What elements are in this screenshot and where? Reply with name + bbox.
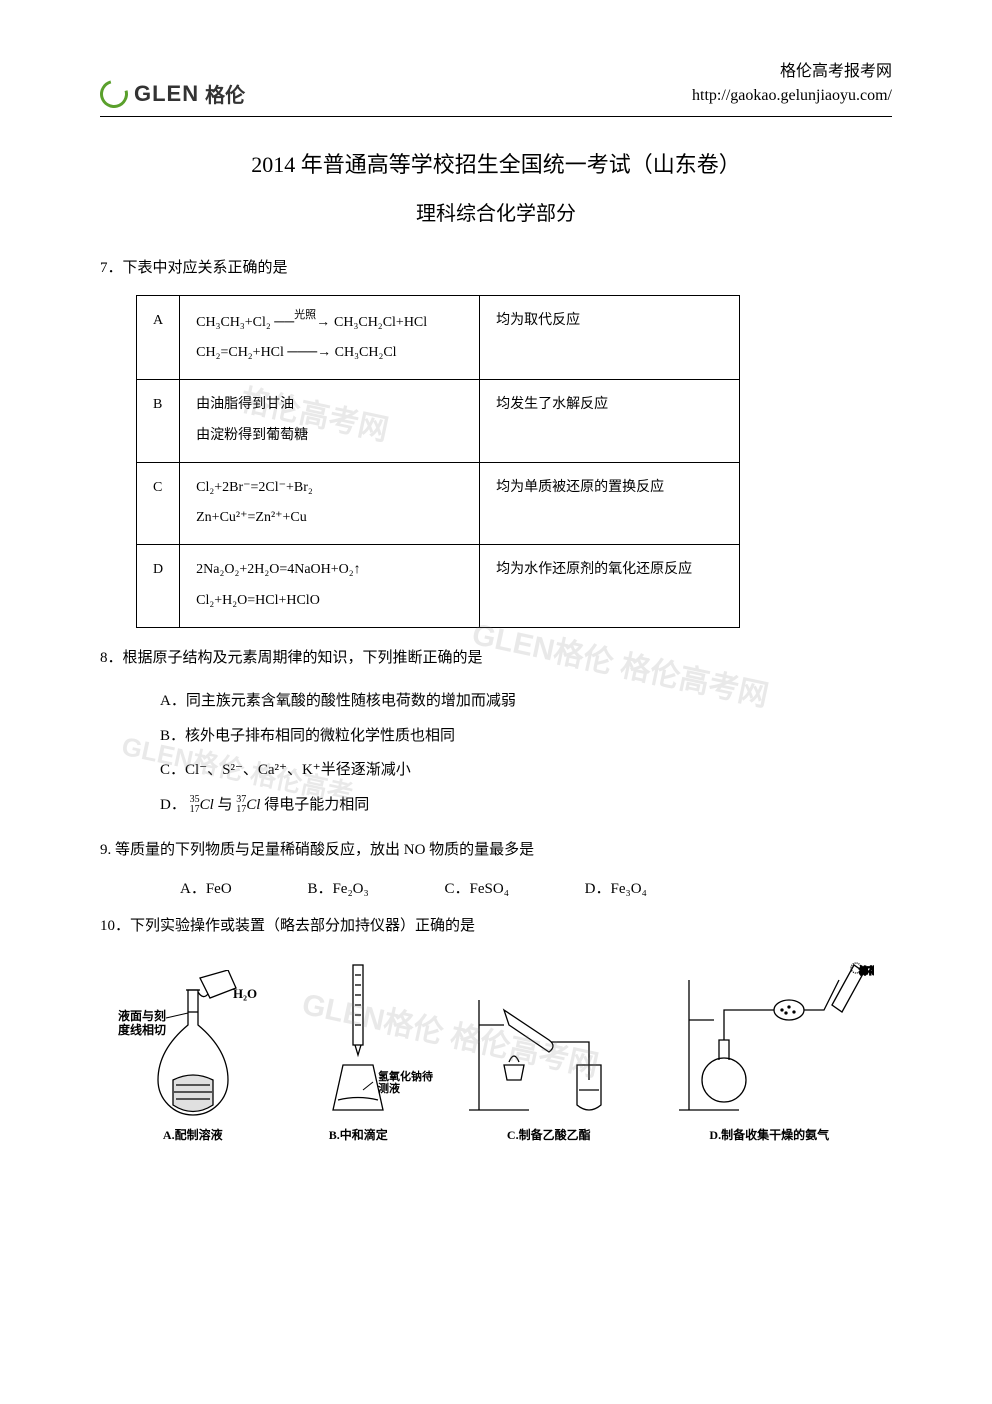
question-8: 8．根据原子结构及元素周期律的知识，下列推断正确的是	[100, 644, 892, 673]
exam-subtitle: 理科综合化学部分	[100, 197, 892, 226]
q8-opt-a: A．同主族元素含氧酸的酸性随核电荷数的增加而减弱	[160, 684, 892, 719]
q8-opt-b: B．核外电子排布相同的微粒化学性质也相同	[160, 719, 892, 754]
site-url-text: http://gaokao.gelunjiaoyu.com/	[692, 84, 892, 108]
q9-opt-d: D．Fe₃O₄	[585, 881, 683, 897]
logo-text-en: GLEN	[134, 81, 199, 107]
q9-opt-a: A．FeO	[180, 881, 268, 897]
q7-table: A CH₃CH₃+Cl₂ ──光照→ CH₃CH₂Cl+HCl CH₂=CH₂+…	[136, 295, 740, 628]
svg-text:H₂O: H₂O	[233, 986, 257, 1001]
flask-icon: H₂O 液面与刻度线相切	[118, 970, 268, 1120]
q7-c-desc: 均为单质被还原的置换反应	[480, 462, 740, 545]
logo: GLEN 格伦	[100, 79, 245, 108]
diagram-a: H₂O 液面与刻度线相切 A.配制溶液	[118, 970, 268, 1143]
q7-a-desc: 均为取代反应	[480, 295, 740, 380]
q7-b-label: B	[137, 380, 180, 463]
q9-opt-c: C．FeSO₄	[445, 881, 545, 897]
table-row: B 由油脂得到甘油 由淀粉得到葡萄糖 均发生了水解反应	[137, 380, 740, 463]
ester-prep-icon	[449, 970, 649, 1120]
q7-b-desc: 均发生了水解反应	[480, 380, 740, 463]
q7-d-label: D	[137, 545, 180, 628]
logo-text-cn: 格伦	[205, 79, 245, 108]
header-site-info: 格伦高考报考网 http://gaokao.gelunjiaoyu.com/	[692, 60, 892, 108]
svg-text:液面与刻度线相切: 液面与刻度线相切	[118, 1008, 166, 1037]
titration-icon: 氢氧化钠待测液	[283, 960, 433, 1120]
q7-a-label: A	[137, 295, 180, 380]
table-row: D 2Na₂O₂+2H₂O=4NaOH+O₂↑ Cl₂+H₂O=HCl+HClO…	[137, 545, 740, 628]
diag-a-caption: A.配制溶液	[118, 1126, 268, 1143]
q10-diagrams: H₂O 液面与刻度线相切 A.配制溶液 氢氧化钠待测液	[110, 960, 882, 1143]
diagram-d: 棉花 D.制备收集干燥的氨气	[664, 960, 874, 1143]
table-row: A CH₃CH₃+Cl₂ ──光照→ CH₃CH₂Cl+HCl CH₂=CH₂+…	[137, 295, 740, 380]
diagram-c: C.制备乙酸乙酯	[449, 970, 649, 1143]
ammonia-prep-icon: 棉花	[664, 960, 874, 1120]
logo-swirl-icon	[95, 74, 133, 112]
page-header: GLEN 格伦 格伦高考报考网 http://gaokao.gelunjiaoy…	[100, 60, 892, 117]
q10-stem: 下列实验操作或装置（略去部分加持仪器）正确的是	[130, 918, 475, 934]
q9-stem: 等质量的下列物质与足量稀硝酸反应，放出 NO 物质的量最多是	[115, 842, 534, 858]
q7-b-eq: 由油脂得到甘油 由淀粉得到葡萄糖	[180, 380, 480, 463]
q8-options: A．同主族元素含氧酸的酸性随核电荷数的增加而减弱 B．核外电子排布相同的微粒化学…	[160, 684, 892, 822]
q8-opt-c: C．Cl⁻、S²⁻、Ca²⁺、K⁺半径逐渐减小	[160, 753, 892, 788]
question-7: 7．下表中对应关系正确的是	[100, 254, 892, 283]
diag-d-caption: D.制备收集干燥的氨气	[664, 1126, 874, 1143]
q7-c-eq: Cl₂+2Br⁻=2Cl⁻+Br₂ Zn+Cu²⁺=Zn²⁺+Cu	[180, 462, 480, 545]
diag-b-caption: B.中和滴定	[283, 1126, 433, 1143]
q9-opt-b: B．Fe₂O₃	[307, 881, 404, 897]
svg-text:氢氧化钠待测液: 氢氧化钠待测液	[378, 1069, 433, 1095]
exam-title: 2014 年普通高等学校招生全国统一考试（山东卷）	[100, 147, 892, 179]
q7-stem: 下表中对应关系正确的是	[123, 260, 288, 276]
diag-c-caption: C.制备乙酸乙酯	[449, 1126, 649, 1143]
q7-d-desc: 均为水作还原剂的氧化还原反应	[480, 545, 740, 628]
q7-a-eq: CH₃CH₃+Cl₂ ──光照→ CH₃CH₂Cl+HCl CH₂=CH₂+HC…	[180, 295, 480, 380]
diagram-b: 氢氧化钠待测液 B.中和滴定	[283, 960, 433, 1143]
svg-text:棉花: 棉花	[859, 965, 874, 976]
q8-opt-d: D． 3517 Cl 与 3717 Cl 得电子能力相同	[160, 788, 892, 823]
question-10: 10．下列实验操作或装置（略去部分加持仪器）正确的是	[100, 912, 892, 941]
q7-c-label: C	[137, 462, 180, 545]
question-9: 9. 等质量的下列物质与足量稀硝酸反应，放出 NO 物质的量最多是	[100, 836, 892, 865]
table-row: C Cl₂+2Br⁻=2Cl⁻+Br₂ Zn+Cu²⁺=Zn²⁺+Cu 均为单质…	[137, 462, 740, 545]
q7-d-eq: 2Na₂O₂+2H₂O=4NaOH+O₂↑ Cl₂+H₂O=HCl+HClO	[180, 545, 480, 628]
q9-options: A．FeO B．Fe₂O₃ C．FeSO₄ D．Fe₃O₄	[180, 877, 892, 898]
q8-stem: 根据原子结构及元素周期律的知识，下列推断正确的是	[123, 650, 483, 666]
site-name-text: 格伦高考报考网	[692, 60, 892, 84]
